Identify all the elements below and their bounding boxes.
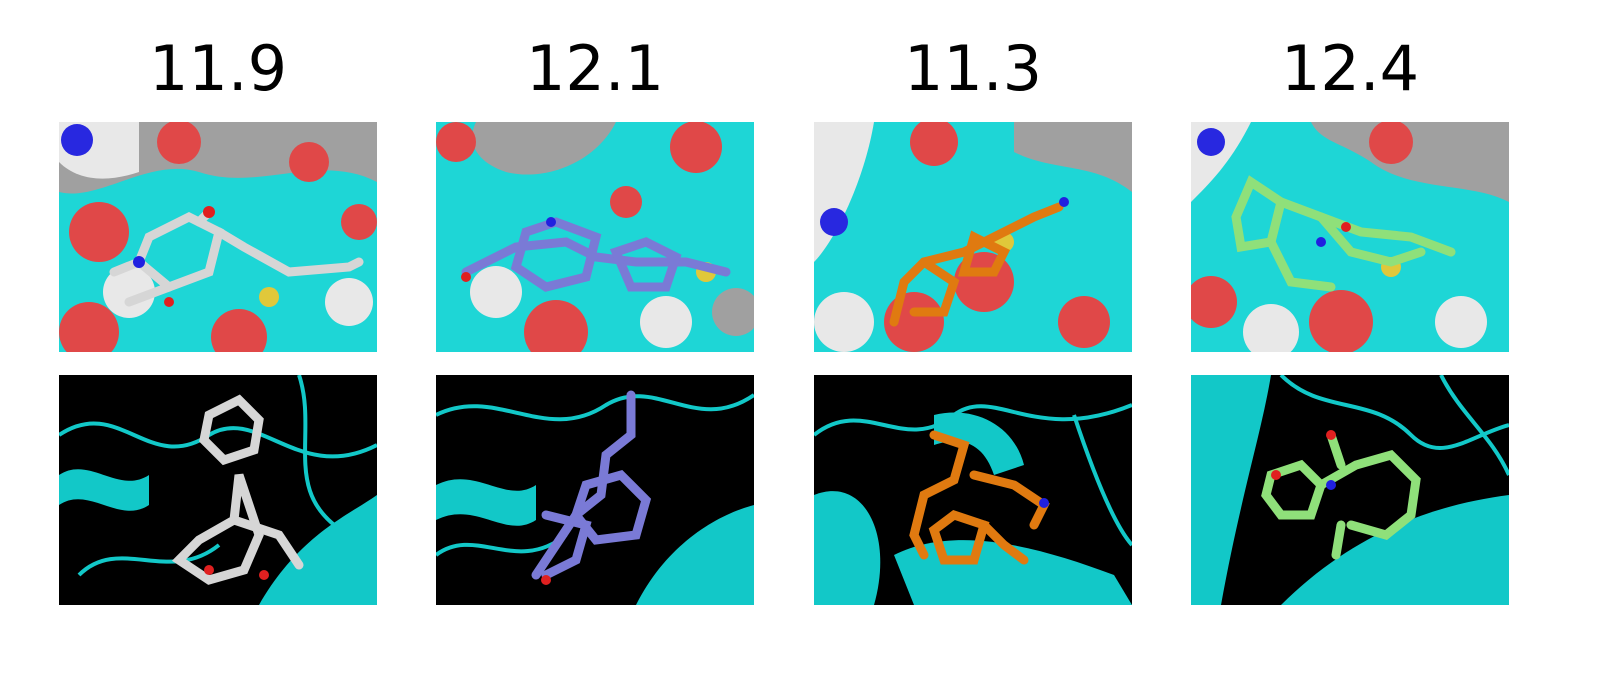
surface-view-2 xyxy=(436,122,754,352)
ligand-2-ribbon xyxy=(531,390,652,580)
ligand-3-surface xyxy=(889,202,1064,327)
score-label-1: 11.9 xyxy=(148,32,288,105)
surface-view-3 xyxy=(814,122,1132,352)
ribbon-view-4 xyxy=(1191,375,1509,605)
ribbon-view-2 xyxy=(436,375,754,605)
surface-view-1 xyxy=(59,122,377,352)
ligand-1-ribbon xyxy=(171,394,304,585)
ligand-4-ribbon xyxy=(1261,430,1421,560)
surface-view-4 xyxy=(1191,122,1509,352)
ligand-1-surface xyxy=(109,206,364,307)
ligand-4-surface xyxy=(1231,175,1456,292)
score-label-3: 11.3 xyxy=(903,32,1043,105)
ribbon-view-1 xyxy=(59,375,377,605)
score-label-4: 12.4 xyxy=(1280,32,1420,105)
ligand-3-ribbon xyxy=(909,430,1050,565)
score-label-2: 12.1 xyxy=(525,32,665,105)
ribbon-view-3 xyxy=(814,375,1132,605)
